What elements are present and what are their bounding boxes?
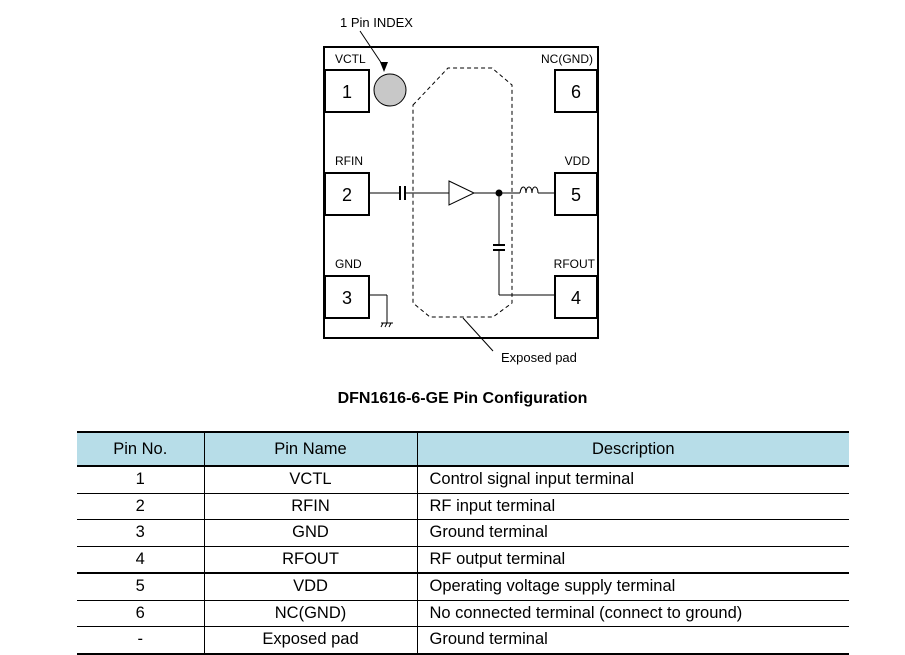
table-row: 2 RFIN RF input terminal: [77, 493, 849, 520]
table-row: 5 VDD Operating voltage supply terminal: [77, 573, 849, 601]
svg-text:4: 4: [571, 288, 581, 308]
svg-text:RFOUT: RFOUT: [554, 257, 596, 271]
cell-description: Control signal input terminal: [416, 466, 849, 494]
cell-pin-no: -: [77, 626, 204, 655]
cell-description: RF input terminal: [416, 493, 849, 520]
cell-description: No connected terminal (connect to ground…: [416, 600, 849, 627]
header-pin-no: Pin No.: [77, 431, 204, 467]
header-description: Description: [416, 431, 849, 467]
cell-pin-name: VCTL: [203, 466, 417, 494]
cell-pin-no: 3: [77, 519, 204, 547]
svg-text:3: 3: [342, 288, 352, 308]
cell-pin-name: GND: [203, 519, 417, 547]
pin-configuration-diagram: 1 Pin INDEX 1 VCTL 2 RFIN 3 GND 4 RFOUT 5 VDD…: [323, 15, 599, 365]
cell-pin-name: Exposed pad: [203, 626, 417, 655]
table-row: 3 GND Ground terminal: [77, 519, 849, 547]
exposed-pad: [412, 67, 513, 318]
cell-description: RF output terminal: [416, 546, 849, 574]
cell-pin-no: 6: [77, 600, 204, 627]
svg-text:5: 5: [571, 185, 581, 205]
pin-1: 1 VCTL: [324, 52, 370, 113]
cell-pin-no: 2: [77, 493, 204, 520]
cell-description: Ground terminal: [416, 519, 849, 547]
pin-5: 5 VDD: [554, 154, 598, 216]
pin-3: 3 GND: [324, 257, 370, 319]
svg-text:VDD: VDD: [565, 154, 591, 168]
cell-pin-name: RFIN: [203, 493, 417, 520]
svg-text:1: 1: [342, 82, 352, 102]
exposed-pad-label: Exposed pad: [501, 350, 577, 365]
svg-text:NC(GND): NC(GND): [541, 52, 593, 66]
cell-description: Operating voltage supply terminal: [416, 573, 849, 601]
cell-pin-no: 5: [77, 573, 204, 601]
amplifier-symbol: [448, 180, 476, 206]
table-row: 6 NC(GND) No connected terminal (connect t…: [77, 600, 849, 627]
cell-description: Ground terminal: [416, 626, 849, 655]
pin-4: 4 RFOUT: [554, 257, 598, 319]
svg-text:GND: GND: [335, 257, 362, 271]
pin-table: Pin No. Pin Name Description 1 VCTL Contro…: [77, 431, 849, 655]
table-row: 4 RFOUT RF output terminal: [77, 546, 849, 574]
inductor-symbol: [519, 186, 539, 194]
figure-title: DFN1616-6-GE Pin Configuration: [337, 390, 588, 407]
svg-text:RFIN: RFIN: [335, 154, 363, 168]
index-label: 1 Pin INDEX: [340, 15, 413, 30]
circuit: [369, 180, 555, 352]
cell-pin-no: 1: [77, 466, 204, 494]
pin1-index-mark: [373, 73, 407, 107]
cell-pin-name: NC(GND): [203, 600, 417, 627]
svg-text:6: 6: [571, 82, 581, 102]
svg-text:VCTL: VCTL: [335, 52, 366, 66]
cell-pin-no: 4: [77, 546, 204, 574]
table-row: - Exposed pad Ground terminal: [77, 626, 849, 655]
svg-text:2: 2: [342, 185, 352, 205]
table-row: 1 VCTL Control signal input terminal: [77, 466, 849, 494]
header-pin-name: Pin Name: [203, 431, 417, 467]
cell-pin-name: VDD: [203, 573, 417, 601]
cell-pin-name: RFOUT: [203, 546, 417, 574]
pin-2: 2 RFIN: [324, 154, 370, 216]
pin-6: 6 NC(GND): [541, 52, 598, 113]
